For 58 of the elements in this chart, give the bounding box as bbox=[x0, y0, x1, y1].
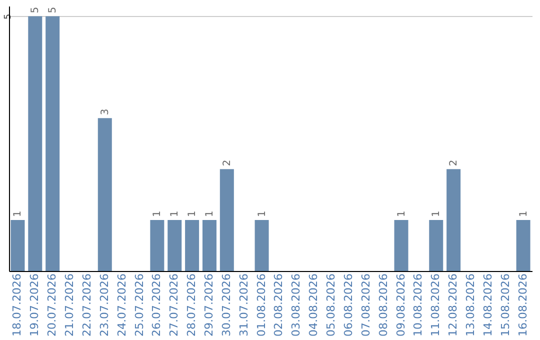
x-tick-label: 18.07.2026 bbox=[10, 274, 24, 336]
x-tick-label: 04.08.2026 bbox=[307, 274, 320, 336]
x-tick-label: 14.08.2026 bbox=[481, 274, 494, 336]
bar bbox=[394, 220, 408, 271]
x-tick-label: 24.07.2026 bbox=[115, 274, 128, 336]
bar bbox=[10, 220, 25, 271]
bar bbox=[150, 220, 164, 271]
x-tick-label: 06.08.2026 bbox=[342, 274, 355, 336]
bar bbox=[28, 16, 42, 271]
bar bbox=[220, 169, 234, 271]
data-label: 3 bbox=[100, 108, 111, 116]
bar bbox=[516, 220, 530, 271]
x-tick-label: 23.07.2026 bbox=[98, 274, 111, 336]
x-tick-label: 28.07.2026 bbox=[185, 274, 198, 336]
x-tick-label: 16.08.2026 bbox=[516, 274, 530, 336]
data-label: 2 bbox=[448, 160, 460, 166]
x-tick-label: 25.07.2026 bbox=[132, 274, 146, 336]
bar bbox=[429, 220, 444, 271]
x-tick-label: 21.07.2026 bbox=[63, 274, 76, 336]
bar bbox=[254, 220, 269, 271]
x-tick-label: 12.08.2026 bbox=[446, 274, 460, 336]
bar bbox=[168, 220, 182, 271]
x-tick-label: 03.08.2026 bbox=[290, 274, 303, 336]
data-label: 1 bbox=[256, 210, 268, 218]
data-label: 1 bbox=[396, 210, 408, 218]
data-label: 1 bbox=[187, 210, 198, 218]
bar bbox=[46, 16, 60, 271]
x-tick-label: 10.08.2026 bbox=[412, 274, 425, 336]
x-tick-label: 08.08.2026 bbox=[376, 274, 390, 336]
x-tick-label: 15.08.2026 bbox=[498, 274, 512, 336]
data-label: 1 bbox=[431, 210, 442, 218]
data-label: 1 bbox=[12, 210, 24, 218]
data-label: 5 bbox=[30, 6, 42, 14]
bar bbox=[98, 118, 112, 271]
x-tick-label: 05.08.2026 bbox=[324, 274, 338, 336]
x-tick-label: 26.07.2026 bbox=[150, 274, 164, 336]
bar bbox=[202, 220, 216, 271]
x-tick-label: 29.07.2026 bbox=[202, 274, 216, 336]
bar bbox=[185, 220, 200, 271]
x-tick-label: 20.07.2026 bbox=[46, 274, 59, 336]
x-tick-label: 13.08.2026 bbox=[464, 274, 477, 336]
x-tick-label: 22.07.2026 bbox=[80, 274, 94, 336]
x-tick-label: 11.08.2026 bbox=[429, 274, 442, 336]
data-label: 2 bbox=[222, 160, 233, 166]
data-label: 5 bbox=[48, 6, 59, 14]
data-label: 1 bbox=[204, 210, 216, 218]
x-tick-label: 19.07.2026 bbox=[28, 274, 42, 336]
x-tick-label: 07.08.2026 bbox=[359, 274, 372, 336]
data-label: 1 bbox=[518, 210, 530, 218]
x-tick-label: 09.08.2026 bbox=[394, 274, 408, 336]
data-label: 1 bbox=[152, 210, 164, 218]
data-label: 1 bbox=[170, 210, 181, 218]
bar bbox=[446, 169, 461, 271]
x-tick-label: 01.08.2026 bbox=[254, 274, 268, 336]
x-tick-label: 02.08.2026 bbox=[272, 274, 286, 336]
x-tick-label: 27.07.2026 bbox=[168, 274, 181, 336]
x-tick-label: 31.07.2026 bbox=[237, 274, 250, 336]
x-tick-label: 30.07.2026 bbox=[220, 274, 233, 336]
